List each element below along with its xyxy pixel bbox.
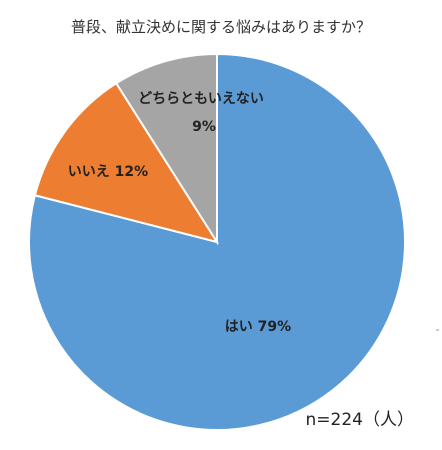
- label-neutral-percent: 9%: [192, 119, 216, 135]
- label-no: いいえ 12%: [68, 164, 148, 180]
- chart-title: 普段、献立決めに関する悩みはありますか？: [70, 18, 371, 36]
- slice-no: [33, 81, 220, 244]
- label-yes: はい 79%: [225, 319, 291, 335]
- slice-neutral: [114, 52, 218, 246]
- sample-size-note: n=224（人）: [305, 410, 414, 430]
- label-neutral: どちらともいえない: [138, 91, 264, 107]
